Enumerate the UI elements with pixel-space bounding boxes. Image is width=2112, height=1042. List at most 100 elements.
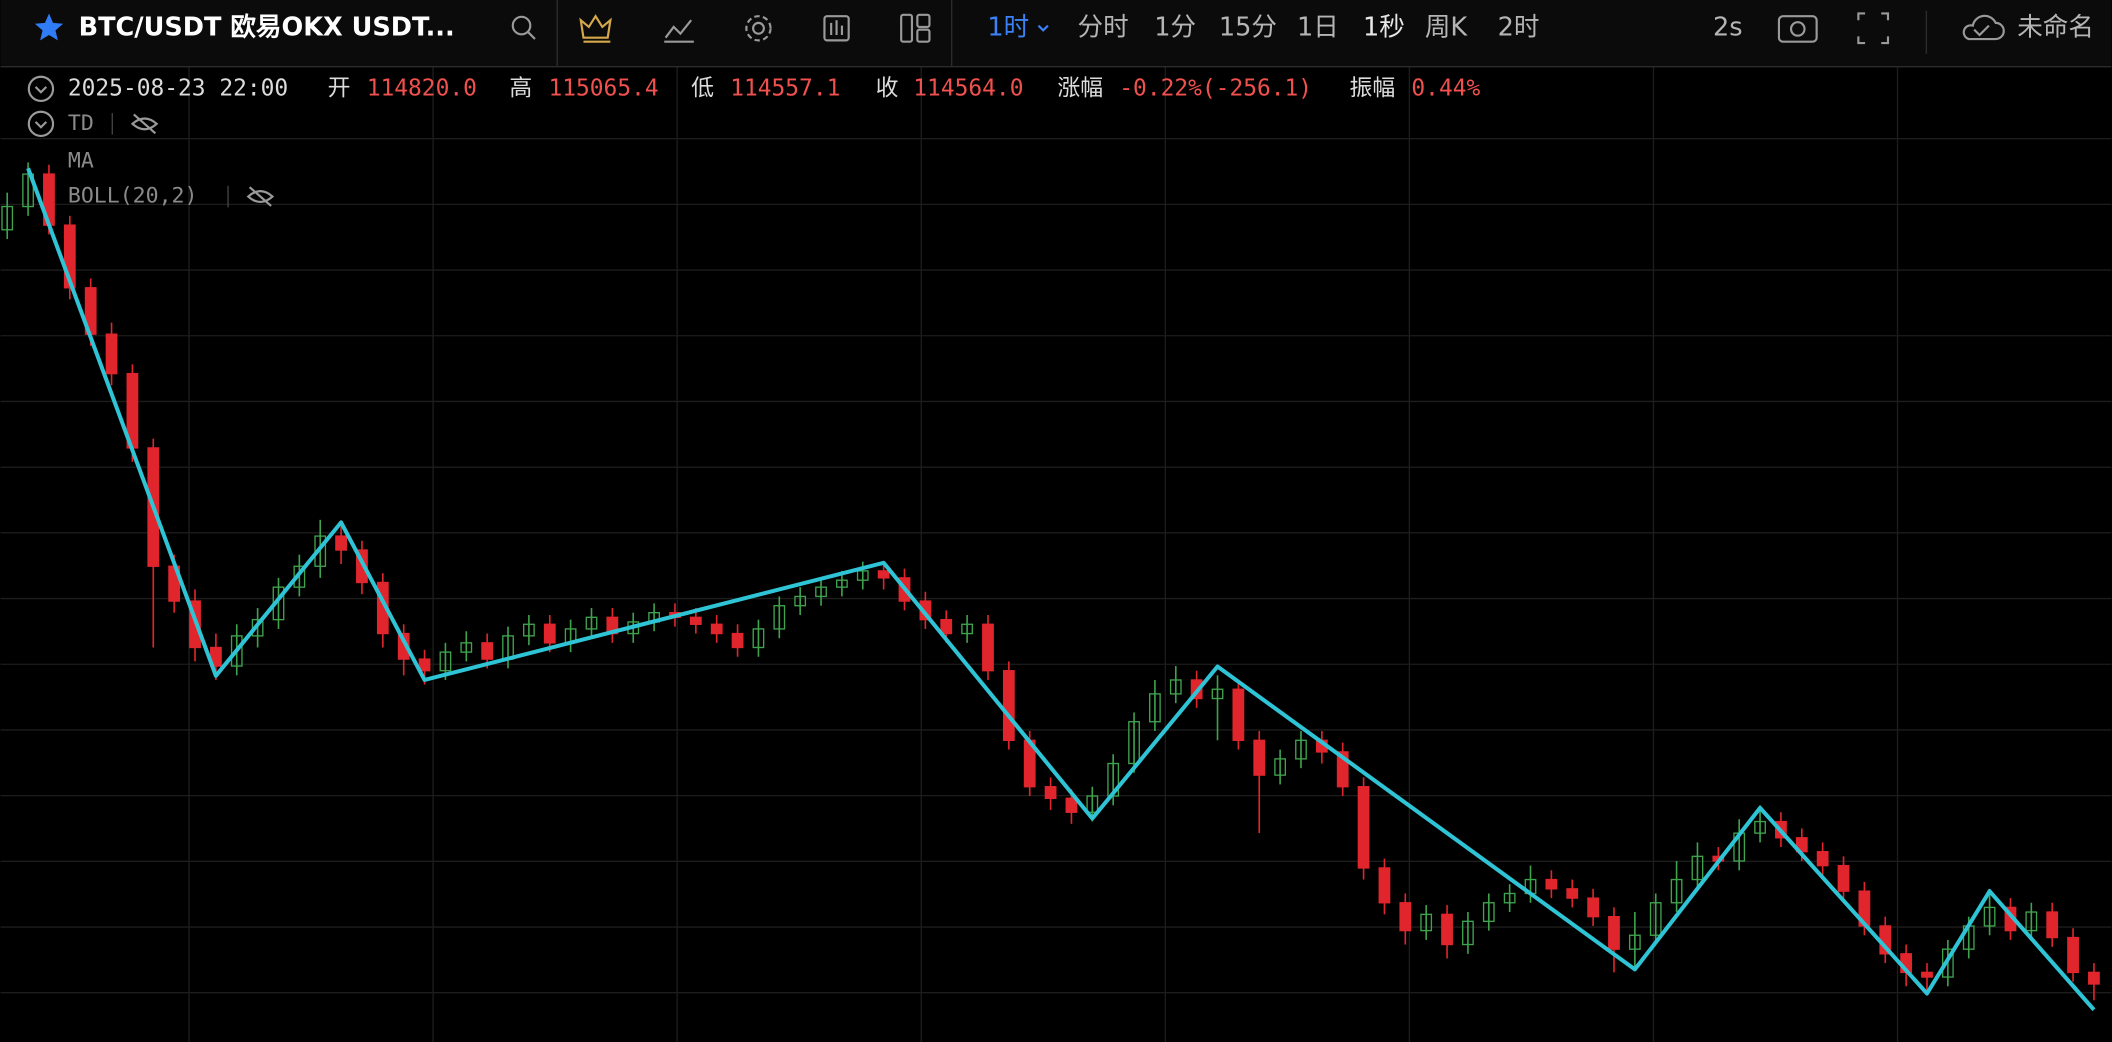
candle-body	[460, 642, 473, 653]
candle-body	[752, 628, 765, 649]
vip-icon[interactable]	[579, 14, 612, 43]
candle-body	[1149, 693, 1161, 723]
symbol-title[interactable]: BTC/USDT 欧易OKX USDT...	[79, 12, 455, 42]
candle-body	[2067, 936, 2079, 974]
candle-body	[1399, 902, 1412, 932]
candle-body	[1941, 948, 1954, 978]
dropdown-chevron	[1037, 24, 1049, 32]
indicator-icon[interactable]	[664, 19, 694, 43]
candle-body	[1274, 758, 1287, 776]
candle-body	[982, 623, 994, 672]
candle-body	[335, 535, 347, 551]
info-label: 收	[876, 75, 899, 101]
candle-body	[1253, 739, 1266, 776]
info-label: 高	[509, 75, 532, 101]
indicator-label[interactable]: BOLL(20,2)	[68, 184, 198, 209]
candle-body	[1232, 688, 1245, 741]
candle-body	[356, 549, 368, 584]
candle-body	[1503, 892, 1516, 904]
info-label: 2025-08-23 22:00	[68, 75, 288, 101]
info-value: -0.22%(-256.1)	[1119, 75, 1312, 101]
collapse-icon[interactable]	[27, 110, 55, 138]
candle-body	[1983, 906, 1996, 927]
layout-icon[interactable]	[900, 13, 931, 43]
info-label: 开	[328, 75, 351, 101]
candle-body	[1566, 888, 1579, 899]
candle-body	[836, 579, 848, 588]
period-tab[interactable]: 1时	[987, 12, 1029, 42]
period-tab[interactable]: 2时	[1498, 12, 1540, 42]
period-tab[interactable]: 1日	[1297, 12, 1339, 42]
candle-body	[1482, 902, 1495, 922]
candle-body	[2088, 971, 2100, 985]
candle-body	[1086, 795, 1099, 813]
candle-body	[230, 635, 243, 667]
candle-body	[439, 651, 452, 672]
candle-body	[1816, 851, 1829, 867]
candle-body	[543, 623, 556, 644]
info-value: 114557.1	[730, 75, 840, 101]
candle-body	[523, 623, 535, 637]
fullscreen-icon[interactable]	[1857, 12, 1890, 45]
screenshot-icon[interactable]	[1777, 15, 1818, 43]
period-tab[interactable]: 周K	[1425, 12, 1469, 42]
candle-body	[1357, 786, 1370, 869]
indicator-label[interactable]: MA	[68, 149, 94, 174]
settings-icon[interactable]	[745, 15, 772, 42]
info-value: 0.44%	[1411, 75, 1480, 101]
template-icon[interactable]	[823, 15, 850, 42]
candle-body	[731, 632, 744, 649]
candle-body	[1608, 916, 1620, 950]
candle-body	[1044, 786, 1057, 800]
candle-body	[1649, 902, 1662, 936]
candle-body	[1837, 864, 1850, 892]
candle-body	[1441, 913, 1453, 946]
candle-body	[1336, 751, 1349, 788]
candle-body	[2025, 911, 2038, 932]
info-value: 114564.0	[913, 75, 1023, 101]
candle-body	[1670, 878, 1683, 904]
candle-body	[689, 616, 702, 625]
candle-body	[251, 618, 264, 637]
collapse-chevron	[34, 121, 48, 129]
candle-body	[1002, 670, 1015, 741]
candle-body	[773, 605, 786, 630]
candle-body	[794, 595, 807, 607]
candle-body	[1462, 920, 1474, 946]
candle-body	[1211, 688, 1224, 700]
candle-body	[1, 205, 14, 231]
candle-body	[961, 623, 973, 635]
candle-body	[1545, 878, 1558, 890]
info-value: 114820.0	[367, 75, 477, 101]
candle-body	[1420, 913, 1433, 932]
candle-body	[418, 658, 431, 672]
period-tab[interactable]: 分时	[1078, 12, 1129, 42]
candle-body	[481, 642, 494, 660]
collapse-icon[interactable]	[27, 75, 55, 103]
period-tab[interactable]: 1秒	[1363, 12, 1405, 42]
candle-body	[1065, 797, 1078, 813]
favorite-star[interactable]	[34, 13, 64, 41]
candle-body	[1921, 971, 1933, 978]
period-tabs: 1时 分时 1分 15分 1日 1秒 周K 2时	[987, 12, 1539, 42]
candle-body	[2046, 911, 2059, 939]
toolbar	[0, 0, 2112, 66]
visibility-icon[interactable]	[130, 113, 159, 135]
visibility-icon[interactable]	[246, 186, 275, 207]
period-tab[interactable]: 1分	[1154, 12, 1196, 42]
indicator-label[interactable]: TD	[68, 111, 94, 136]
refresh-rate[interactable]: 2s	[1713, 12, 1743, 42]
candle-body	[63, 224, 76, 289]
period-tab[interactable]: 15分	[1219, 12, 1277, 42]
search-icon[interactable]	[511, 15, 536, 40]
candle-body	[1628, 934, 1641, 950]
layout-name[interactable]: 未命名	[2017, 12, 2094, 42]
info-label: 振幅	[1349, 75, 1395, 101]
candle-body	[877, 570, 890, 579]
collapse-chevron	[34, 86, 48, 94]
info-label: 涨幅	[1057, 75, 1103, 101]
cloud-icon[interactable]	[1962, 14, 2005, 41]
candle-body	[293, 565, 306, 588]
candle-body	[856, 570, 869, 581]
